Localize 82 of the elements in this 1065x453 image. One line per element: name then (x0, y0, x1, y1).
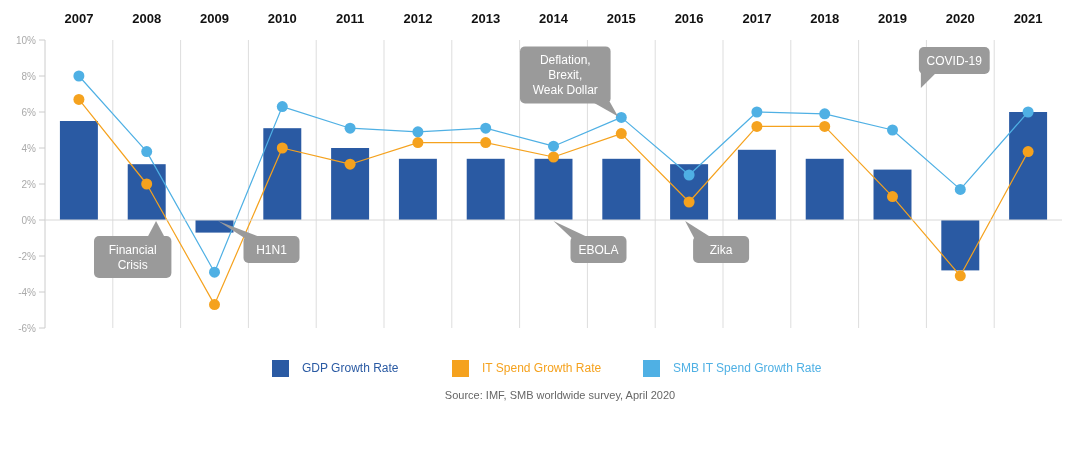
bar (873, 169, 912, 220)
bar (466, 158, 505, 220)
point (548, 151, 559, 163)
callout: Financial Crisis (94, 221, 172, 278)
point (73, 70, 85, 82)
point (751, 120, 763, 132)
y-tick-label: 2% (21, 178, 37, 190)
y-tick-label: -4% (18, 286, 37, 298)
x-tick-label: 2016 (674, 11, 704, 26)
y-tick-label: -6% (18, 322, 37, 334)
point (751, 106, 763, 118)
callout: EBOLA (553, 221, 627, 263)
point (819, 120, 831, 132)
y-tick-label: 8% (21, 70, 37, 82)
x-tick-label: 2018 (810, 11, 840, 26)
point (1022, 106, 1034, 118)
x-tick-label: 2021 (1013, 11, 1043, 26)
bar (805, 158, 844, 220)
legend-label: GDP Growth Rate (302, 361, 399, 376)
point (954, 270, 966, 282)
point (1022, 146, 1034, 158)
x-tick-label: 2013 (471, 11, 501, 26)
bar (398, 158, 437, 220)
annotation: COVID-19 (926, 54, 983, 68)
bar (263, 128, 302, 220)
callout: H1N1 (218, 221, 300, 263)
bar (737, 149, 776, 220)
x-tick-label: 2008 (132, 11, 162, 26)
source-note: Source: IMF, SMB worldwide survey, April 2020 (444, 389, 676, 401)
point (887, 191, 898, 203)
annotation: EBOLA (578, 243, 619, 257)
x-tick-label: 2007 (64, 11, 94, 26)
point (887, 124, 898, 136)
bar (331, 148, 370, 220)
callout: Zika (685, 221, 750, 263)
point (480, 122, 492, 134)
point (141, 178, 153, 190)
x-tick-label: 2009 (200, 11, 229, 26)
point (412, 137, 424, 149)
point (819, 108, 831, 120)
point (209, 299, 220, 311)
point (344, 122, 356, 134)
point (954, 183, 966, 195)
point (548, 140, 559, 152)
x-tick-label: 2011 (336, 11, 365, 26)
point (209, 266, 220, 278)
x-tick-label: 2014 (539, 11, 569, 26)
bar (941, 220, 980, 271)
x-tick-label: 2012 (403, 11, 433, 26)
point (683, 169, 695, 181)
point (276, 101, 288, 113)
annotation: Zika (709, 243, 733, 257)
callout: Deflation, Brexit, Weak Dollar (520, 46, 619, 117)
y-tick-label: -2% (18, 250, 37, 262)
y-tick-label: 4% (21, 142, 37, 154)
point (615, 111, 627, 123)
annotation: H1N1 (256, 243, 288, 257)
annotation: Deflation, Brexit, Weak Dollar (532, 53, 598, 98)
y-tick-label: 6% (21, 106, 37, 118)
point (480, 137, 492, 149)
x-tick-label: 2020 (945, 11, 975, 26)
legend-label: IT Spend Growth Rate (482, 361, 602, 376)
y-tick-label: 10% (15, 34, 37, 46)
x-tick-label: 2017 (742, 11, 772, 26)
x-tick-label: 2010 (267, 11, 297, 26)
bar (59, 121, 98, 220)
legend-label: SMB IT Spend Growth Rate (673, 361, 822, 376)
x-tick-label: 2015 (606, 11, 636, 26)
point (615, 128, 627, 140)
callout: COVID-19 (918, 47, 990, 88)
bar (1009, 112, 1048, 220)
annotation: Financial Crisis (108, 243, 157, 272)
bar (127, 164, 166, 220)
point (412, 126, 424, 138)
bar (602, 158, 641, 220)
point (141, 146, 153, 158)
x-tick-label: 2019 (878, 11, 907, 26)
point (344, 158, 356, 170)
point (276, 142, 288, 154)
point (73, 93, 85, 105)
y-tick-label: 0% (21, 214, 37, 226)
point (683, 196, 695, 208)
